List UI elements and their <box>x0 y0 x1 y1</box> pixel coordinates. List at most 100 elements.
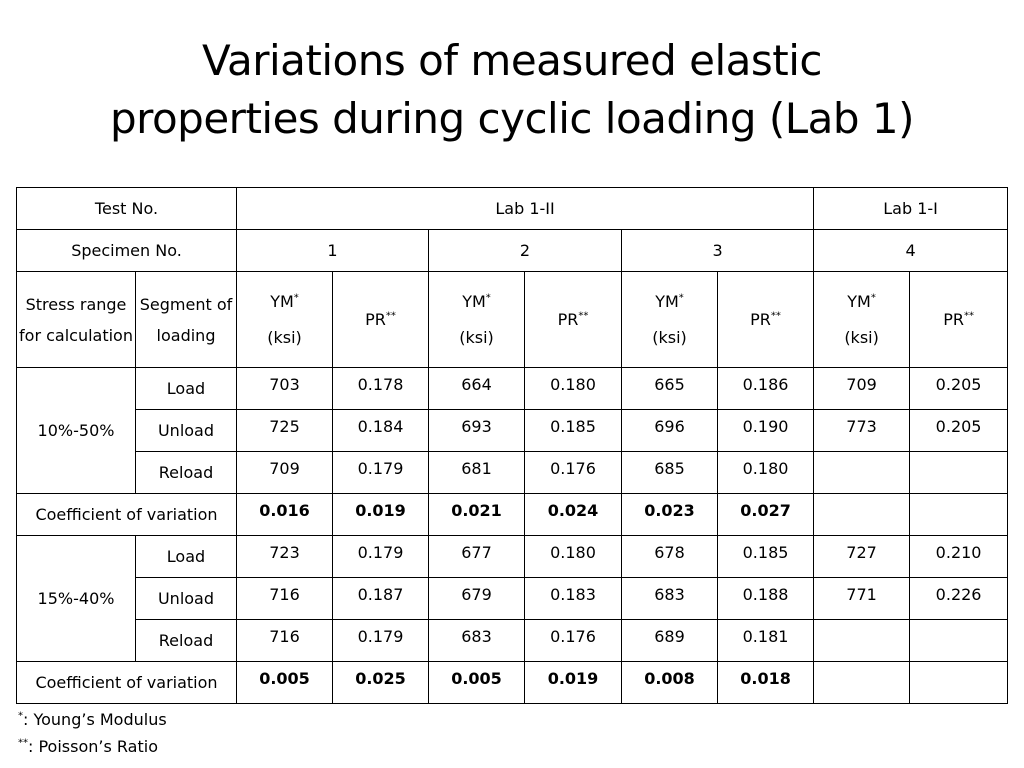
value-cell: 0.185 <box>716 535 815 578</box>
value-cell: 0.187 <box>332 577 429 620</box>
table-row: Unload 725 0.184 693 0.185 696 0.190 773… <box>17 409 1009 452</box>
value-cell: 0.179 <box>332 619 429 662</box>
cov-cell: 0.019 <box>332 493 429 536</box>
stress-range-header: Stress range for calculation <box>16 271 136 368</box>
value-cell: 0.178 <box>332 367 429 410</box>
pr-header: PR** <box>332 271 429 368</box>
value-cell <box>813 451 911 494</box>
segment-cell: Unload <box>135 409 237 452</box>
ym-marker: * <box>293 292 299 304</box>
pr-marker: ** <box>385 310 396 322</box>
value-cell: 0.179 <box>332 535 429 578</box>
cov-cell <box>813 661 911 704</box>
table-row: Reload 716 0.179 683 0.176 689 0.181 <box>17 619 1009 662</box>
segment-cell: Load <box>135 367 237 410</box>
value-cell: 678 <box>621 535 718 578</box>
value-cell: 685 <box>621 451 718 494</box>
stress-range-cell: 10%-50% <box>16 367 136 494</box>
test-no-row: Test No. Lab 1-II Lab 1-I <box>16 187 1009 230</box>
value-cell: 725 <box>236 409 333 452</box>
specimen-header: 4 <box>813 229 1009 272</box>
footnotes: *: Young’s Modulus **: Poisson’s Ratio <box>18 706 167 760</box>
table-row: 10%-50% Load 703 0.178 664 0.180 665 0.1… <box>16 367 1009 494</box>
value-cell <box>909 451 1009 494</box>
specimen-no-row: Specimen No. 1 2 3 4 <box>16 229 1009 272</box>
pr-label: PR <box>557 310 579 329</box>
value-cell: 0.180 <box>524 367 622 410</box>
cov-cell <box>909 661 1009 704</box>
stress-range-cell: 15%-40% <box>16 535 136 662</box>
cov-row: Coefficient of variation 0.005 0.025 0.0… <box>16 661 1009 704</box>
segment-cell: Reload <box>135 619 237 662</box>
value-cell: 0.184 <box>332 409 429 452</box>
value-cell: 693 <box>428 409 525 452</box>
value-cell: 773 <box>813 409 911 452</box>
value-cell: 679 <box>428 577 525 620</box>
specimen-no-label: Specimen No. <box>16 229 237 272</box>
value-cell: 681 <box>428 451 525 494</box>
cov-cell: 0.027 <box>716 493 815 536</box>
footnote-ym-marker: * <box>18 710 23 722</box>
pr-label: PR <box>365 310 386 329</box>
value-cell: 0.186 <box>716 367 815 410</box>
segment-cell: Reload <box>135 451 237 494</box>
cov-cell: 0.023 <box>621 493 718 536</box>
footnote-pr: **: Poisson’s Ratio <box>18 733 167 760</box>
value-cell: 0.176 <box>524 451 622 494</box>
pr-label: PR <box>750 310 771 329</box>
cov-label: Coefficient of variation <box>16 493 237 536</box>
ym-unit: (ksi) <box>267 327 302 347</box>
pr-header: PR** <box>524 271 622 368</box>
value-cell: 0.188 <box>716 577 815 620</box>
value-cell: 696 <box>621 409 718 452</box>
footnote-ym: *: Young’s Modulus <box>18 706 167 733</box>
cov-cell <box>813 493 911 536</box>
specimen-header: 2 <box>428 229 622 272</box>
ym-label: YM <box>655 291 679 311</box>
value-cell: 665 <box>621 367 718 410</box>
value-cell: 689 <box>621 619 718 662</box>
column-header-row: Stress range for calculation Segment of … <box>16 271 1009 368</box>
table-row: 15%-40% Load 723 0.179 677 0.180 678 0.1… <box>16 535 1009 662</box>
value-cell: 0.183 <box>524 577 622 620</box>
footnote-ym-text: : Young’s Modulus <box>23 710 167 729</box>
ym-label: YM <box>847 291 871 311</box>
cov-cell: 0.018 <box>716 661 815 704</box>
value-cell: 703 <box>236 367 333 410</box>
pr-marker: ** <box>963 310 974 322</box>
lab1-i-header: Lab 1-I <box>813 187 1009 230</box>
value-cell: 0.176 <box>524 619 622 662</box>
value-cell: 0.180 <box>716 451 815 494</box>
value-cell: 0.180 <box>524 535 622 578</box>
footnote-pr-marker: ** <box>18 737 28 749</box>
value-cell: 0.185 <box>524 409 622 452</box>
ym-header: YM* (ksi) <box>428 271 525 368</box>
cov-row: Coefficient of variation 0.016 0.019 0.0… <box>16 493 1009 536</box>
value-cell: 716 <box>236 619 333 662</box>
cov-cell <box>909 493 1009 536</box>
table-row: Unload 716 0.187 679 0.183 683 0.188 771… <box>17 577 1009 620</box>
segment-cell: Load <box>135 535 237 578</box>
ym-label: YM <box>270 291 294 311</box>
slide-title-line-2: properties during cyclic loading (Lab 1) <box>109 94 915 143</box>
value-cell: 0.226 <box>909 577 1009 620</box>
value-cell: 683 <box>621 577 718 620</box>
footnote-pr-text: : Poisson’s Ratio <box>28 737 158 756</box>
cov-label: Coefficient of variation <box>16 661 237 704</box>
cov-cell: 0.024 <box>524 493 622 536</box>
value-cell: 0.190 <box>716 409 815 452</box>
ym-unit: (ksi) <box>459 327 494 347</box>
value-cell <box>813 619 911 662</box>
value-cell: 683 <box>428 619 525 662</box>
ym-header: YM* (ksi) <box>236 271 333 368</box>
value-cell: 664 <box>428 367 525 410</box>
segment-cell: Unload <box>135 577 237 620</box>
table-row: Reload 709 0.179 681 0.176 685 0.180 <box>17 451 1009 494</box>
value-cell: 0.205 <box>909 367 1009 410</box>
cov-cell: 0.005 <box>236 661 333 704</box>
value-cell: 0.179 <box>332 451 429 494</box>
value-cell <box>909 619 1009 662</box>
ym-header: YM* (ksi) <box>813 271 911 368</box>
value-cell: 0.205 <box>909 409 1009 452</box>
ym-marker: * <box>870 292 876 304</box>
